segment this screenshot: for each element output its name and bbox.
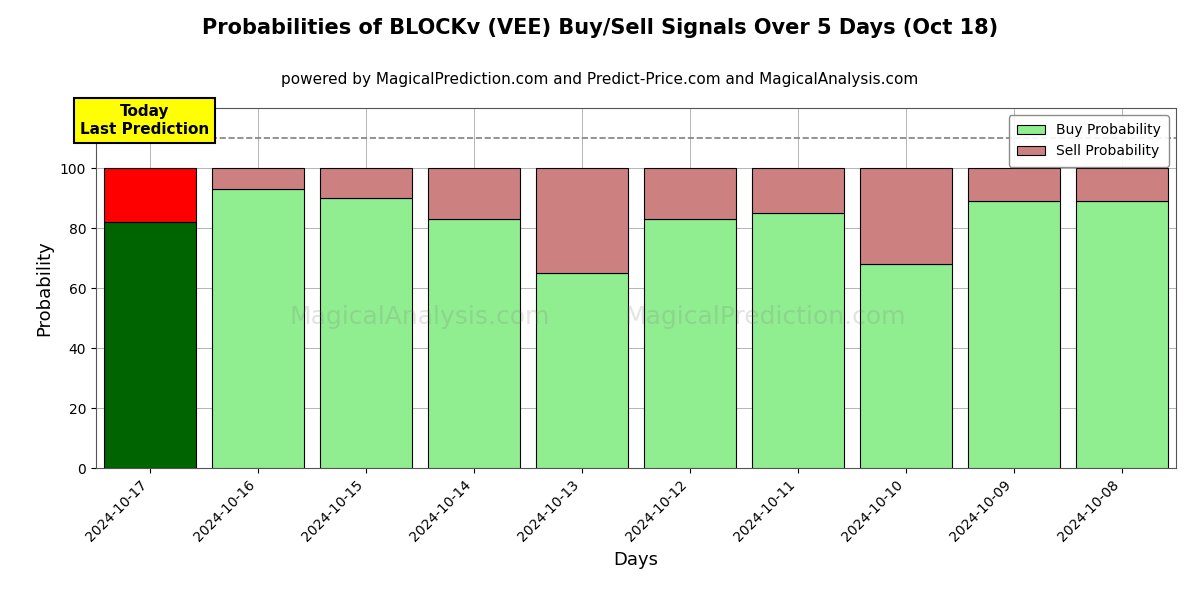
Bar	[104, 168, 196, 222]
Bar	[968, 201, 1060, 468]
Legend: Buy Probability, Sell Probability: Buy Probability, Sell Probability	[1009, 115, 1169, 167]
Text: MagicalPrediction.com: MagicalPrediction.com	[625, 305, 906, 329]
Text: Today
Last Prediction: Today Last Prediction	[80, 104, 209, 136]
Bar	[1076, 168, 1168, 201]
Bar	[752, 168, 844, 213]
Bar	[428, 168, 520, 219]
Bar	[320, 168, 412, 198]
Bar	[212, 189, 304, 468]
Y-axis label: Probability: Probability	[35, 240, 53, 336]
X-axis label: Days: Days	[613, 551, 659, 569]
Text: Probabilities of BLOCKv (VEE) Buy/Sell Signals Over 5 Days (Oct 18): Probabilities of BLOCKv (VEE) Buy/Sell S…	[202, 18, 998, 38]
Bar	[536, 168, 628, 273]
Text: powered by MagicalPrediction.com and Predict-Price.com and MagicalAnalysis.com: powered by MagicalPrediction.com and Pre…	[281, 72, 919, 87]
Bar	[428, 219, 520, 468]
Bar	[212, 168, 304, 189]
Bar	[536, 273, 628, 468]
Bar	[860, 264, 952, 468]
Bar	[644, 168, 736, 219]
Bar	[752, 213, 844, 468]
Bar	[1076, 201, 1168, 468]
Bar	[320, 198, 412, 468]
Bar	[644, 219, 736, 468]
Bar	[968, 168, 1060, 201]
Bar	[860, 168, 952, 264]
Bar	[104, 222, 196, 468]
Text: MagicalAnalysis.com: MagicalAnalysis.com	[290, 305, 550, 329]
